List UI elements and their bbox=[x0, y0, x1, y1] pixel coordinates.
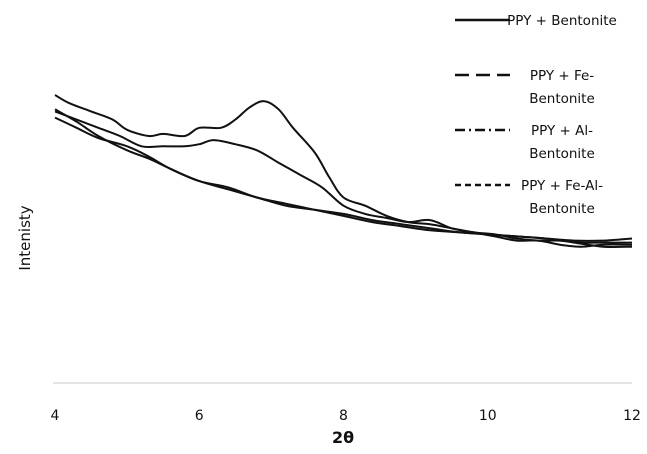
x-tick-label: 12 bbox=[623, 408, 641, 424]
legend-label-4: PPY + Fe-Al-Bentonite bbox=[521, 178, 603, 217]
x-tick-labels: 4 6 8 10 12 bbox=[51, 408, 641, 424]
series-line-2 bbox=[54, 110, 632, 244]
x-tick-label: 4 bbox=[51, 408, 60, 424]
legend-label-2: PPY + Fe-Bentonite bbox=[529, 68, 595, 107]
x-axis-title: 2θ bbox=[332, 428, 354, 447]
legend-label-3: PPY + Al-Bentonite bbox=[529, 123, 595, 162]
series-line-1 bbox=[54, 94, 633, 248]
x-tick-label: 8 bbox=[339, 408, 348, 424]
x-tick-label: 10 bbox=[479, 408, 497, 424]
x-tick-label: 6 bbox=[195, 408, 204, 424]
legend: PPY + Bentonite PPY + Fe-Bentonite PPY + A… bbox=[455, 13, 617, 217]
legend-label-1: PPY + Bentonite bbox=[507, 13, 617, 29]
y-axis-title: Intenisty bbox=[16, 205, 34, 270]
series-line-4 bbox=[54, 116, 633, 249]
series-lines bbox=[54, 94, 633, 249]
